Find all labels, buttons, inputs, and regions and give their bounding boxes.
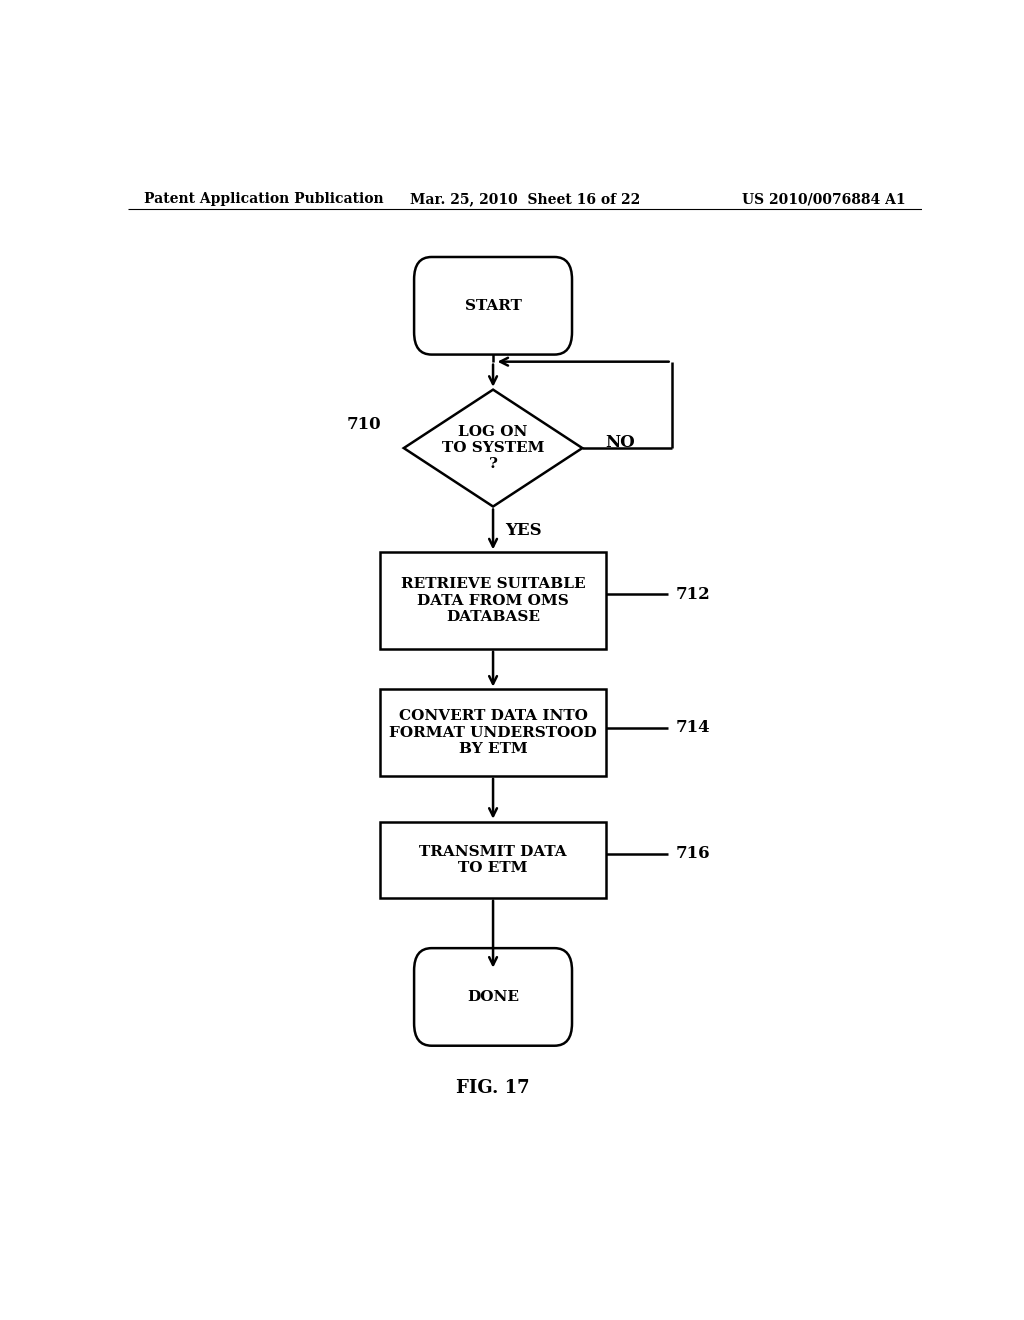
Bar bbox=[380, 821, 606, 898]
Text: RETRIEVE SUITABLE
DATA FROM OMS
DATABASE: RETRIEVE SUITABLE DATA FROM OMS DATABASE bbox=[400, 577, 586, 624]
Text: YES: YES bbox=[505, 521, 542, 539]
Bar bbox=[380, 552, 606, 649]
Polygon shape bbox=[403, 389, 583, 507]
Text: 716: 716 bbox=[676, 845, 711, 862]
Text: 710: 710 bbox=[346, 416, 381, 433]
FancyBboxPatch shape bbox=[414, 257, 572, 355]
Text: DONE: DONE bbox=[467, 990, 519, 1005]
Text: TRANSMIT DATA
TO ETM: TRANSMIT DATA TO ETM bbox=[419, 845, 567, 875]
Text: US 2010/0076884 A1: US 2010/0076884 A1 bbox=[742, 191, 905, 206]
Text: 712: 712 bbox=[676, 586, 711, 603]
Text: FIG. 17: FIG. 17 bbox=[457, 1080, 529, 1097]
Text: START: START bbox=[465, 298, 521, 313]
Text: Patent Application Publication: Patent Application Publication bbox=[143, 191, 384, 206]
Text: 714: 714 bbox=[676, 719, 711, 737]
Text: LOG ON
TO SYSTEM
?: LOG ON TO SYSTEM ? bbox=[441, 425, 545, 471]
Text: NO: NO bbox=[605, 434, 635, 451]
FancyBboxPatch shape bbox=[414, 948, 572, 1045]
Bar bbox=[380, 689, 606, 776]
Text: Mar. 25, 2010  Sheet 16 of 22: Mar. 25, 2010 Sheet 16 of 22 bbox=[410, 191, 640, 206]
Text: CONVERT DATA INTO
FORMAT UNDERSTOOD
BY ETM: CONVERT DATA INTO FORMAT UNDERSTOOD BY E… bbox=[389, 709, 597, 756]
